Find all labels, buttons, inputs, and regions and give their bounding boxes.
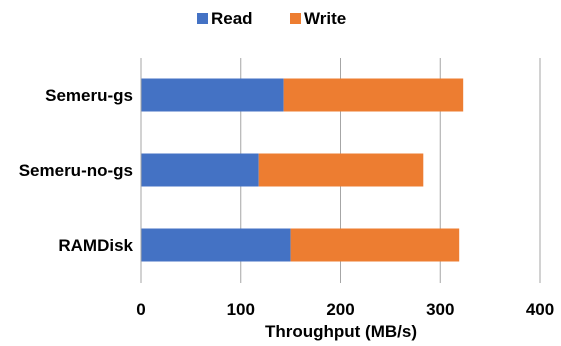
legend-swatch-write (290, 13, 301, 24)
x-tick-label: 100 (227, 300, 255, 319)
legend: Read Write (197, 9, 346, 28)
x-tick-label: 0 (136, 300, 145, 319)
y-category-label: Semeru-no-gs (19, 161, 133, 180)
legend-label-write: Write (304, 9, 346, 28)
bar-read-semeru-gs (141, 78, 284, 112)
axes: 0 100 200 300 400 Semeru-gs Semeru-no-gs RAMDis… (19, 58, 554, 319)
x-axis-title: Throughput (MB/s) (265, 322, 417, 341)
x-tick-label: 300 (426, 300, 454, 319)
y-category-label: RAMDisk (58, 236, 133, 255)
bar-write-ramdisk (290, 228, 460, 262)
x-tick-label: 200 (326, 300, 354, 319)
bar-read-ramdisk (141, 228, 291, 262)
bar-read-semeru-no-gs (141, 153, 259, 187)
bar-write-semeru-no-gs (258, 153, 424, 187)
x-tick-label: 400 (526, 300, 554, 319)
legend-label-read: Read (211, 9, 253, 28)
legend-swatch-read (197, 13, 208, 24)
bars (141, 78, 464, 262)
y-category-label: Semeru-gs (45, 86, 133, 105)
bar-write-semeru-gs (283, 78, 464, 112)
